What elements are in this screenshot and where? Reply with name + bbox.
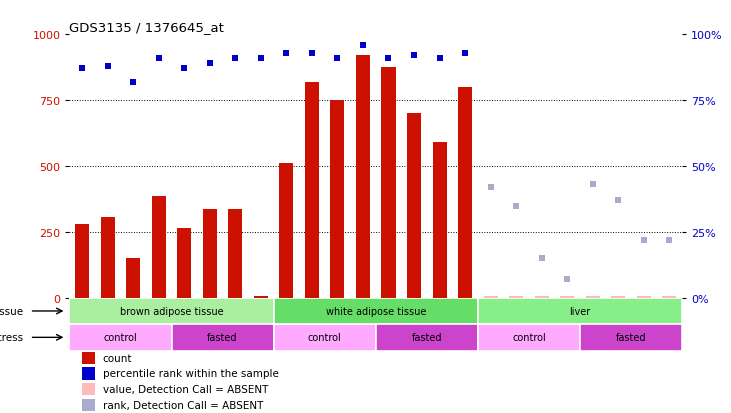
Bar	[228, 210, 243, 298]
Bar	[611, 296, 625, 298]
Point	[332, 55, 344, 62]
Point	[433, 55, 445, 62]
Bar	[458, 88, 472, 298]
Bar	[75, 224, 89, 298]
Point	[102, 63, 113, 70]
Bar	[662, 296, 676, 298]
Bar	[202, 210, 217, 298]
Bar	[478, 324, 580, 351]
Text: count: count	[102, 353, 132, 363]
Point	[230, 55, 241, 62]
Point	[587, 182, 599, 188]
Text: control: control	[104, 332, 137, 342]
Bar	[279, 164, 293, 298]
Text: fasted: fasted	[616, 332, 646, 342]
Text: brown adipose tissue: brown adipose tissue	[120, 306, 224, 316]
Bar	[82, 399, 95, 411]
Bar	[69, 324, 172, 351]
Point	[178, 66, 190, 73]
Point	[664, 237, 675, 244]
Bar	[382, 68, 395, 298]
Point	[382, 55, 394, 62]
Bar	[560, 296, 574, 298]
Bar	[356, 56, 370, 298]
Text: control: control	[308, 332, 341, 342]
Bar	[82, 383, 95, 395]
Bar	[478, 298, 682, 324]
Bar	[330, 101, 344, 298]
Bar	[273, 298, 478, 324]
Text: stress: stress	[0, 332, 23, 342]
Bar	[273, 324, 376, 351]
Point	[638, 237, 650, 244]
Bar	[509, 296, 523, 298]
Text: percentile rank within the sample: percentile rank within the sample	[102, 368, 279, 379]
Bar	[586, 296, 599, 298]
Bar	[69, 298, 273, 324]
Bar	[534, 296, 549, 298]
Point	[536, 255, 548, 262]
Point	[127, 79, 139, 86]
Point	[76, 66, 88, 73]
Bar	[484, 296, 498, 298]
Point	[306, 50, 318, 57]
Point	[561, 276, 573, 283]
Point	[153, 55, 164, 62]
Bar	[305, 83, 319, 298]
Point	[459, 50, 471, 57]
Point	[408, 53, 420, 59]
Text: fasted: fasted	[412, 332, 442, 342]
Point	[204, 61, 216, 67]
Point	[255, 55, 267, 62]
Text: fasted: fasted	[208, 332, 238, 342]
Bar	[254, 296, 268, 298]
Point	[485, 184, 496, 191]
Point	[510, 203, 522, 209]
Text: GDS3135 / 1376645_at: GDS3135 / 1376645_at	[69, 21, 224, 34]
Point	[613, 197, 624, 204]
Bar	[407, 114, 421, 298]
Point	[281, 50, 292, 57]
Bar	[172, 324, 273, 351]
Bar	[376, 324, 478, 351]
Bar	[101, 218, 115, 298]
Text: rank, Detection Call = ABSENT: rank, Detection Call = ABSENT	[102, 400, 263, 410]
Bar	[82, 368, 95, 380]
Text: tissue: tissue	[0, 306, 23, 316]
Bar	[637, 296, 651, 298]
Bar	[152, 197, 166, 298]
Text: value, Detection Call = ABSENT: value, Detection Call = ABSENT	[102, 384, 268, 394]
Text: liver: liver	[569, 306, 591, 316]
Bar	[82, 352, 95, 364]
Bar	[580, 324, 682, 351]
Bar	[178, 228, 192, 298]
Text: control: control	[512, 332, 546, 342]
Bar	[433, 143, 447, 298]
Point	[357, 42, 369, 49]
Text: white adipose tissue: white adipose tissue	[325, 306, 426, 316]
Bar	[126, 259, 140, 298]
